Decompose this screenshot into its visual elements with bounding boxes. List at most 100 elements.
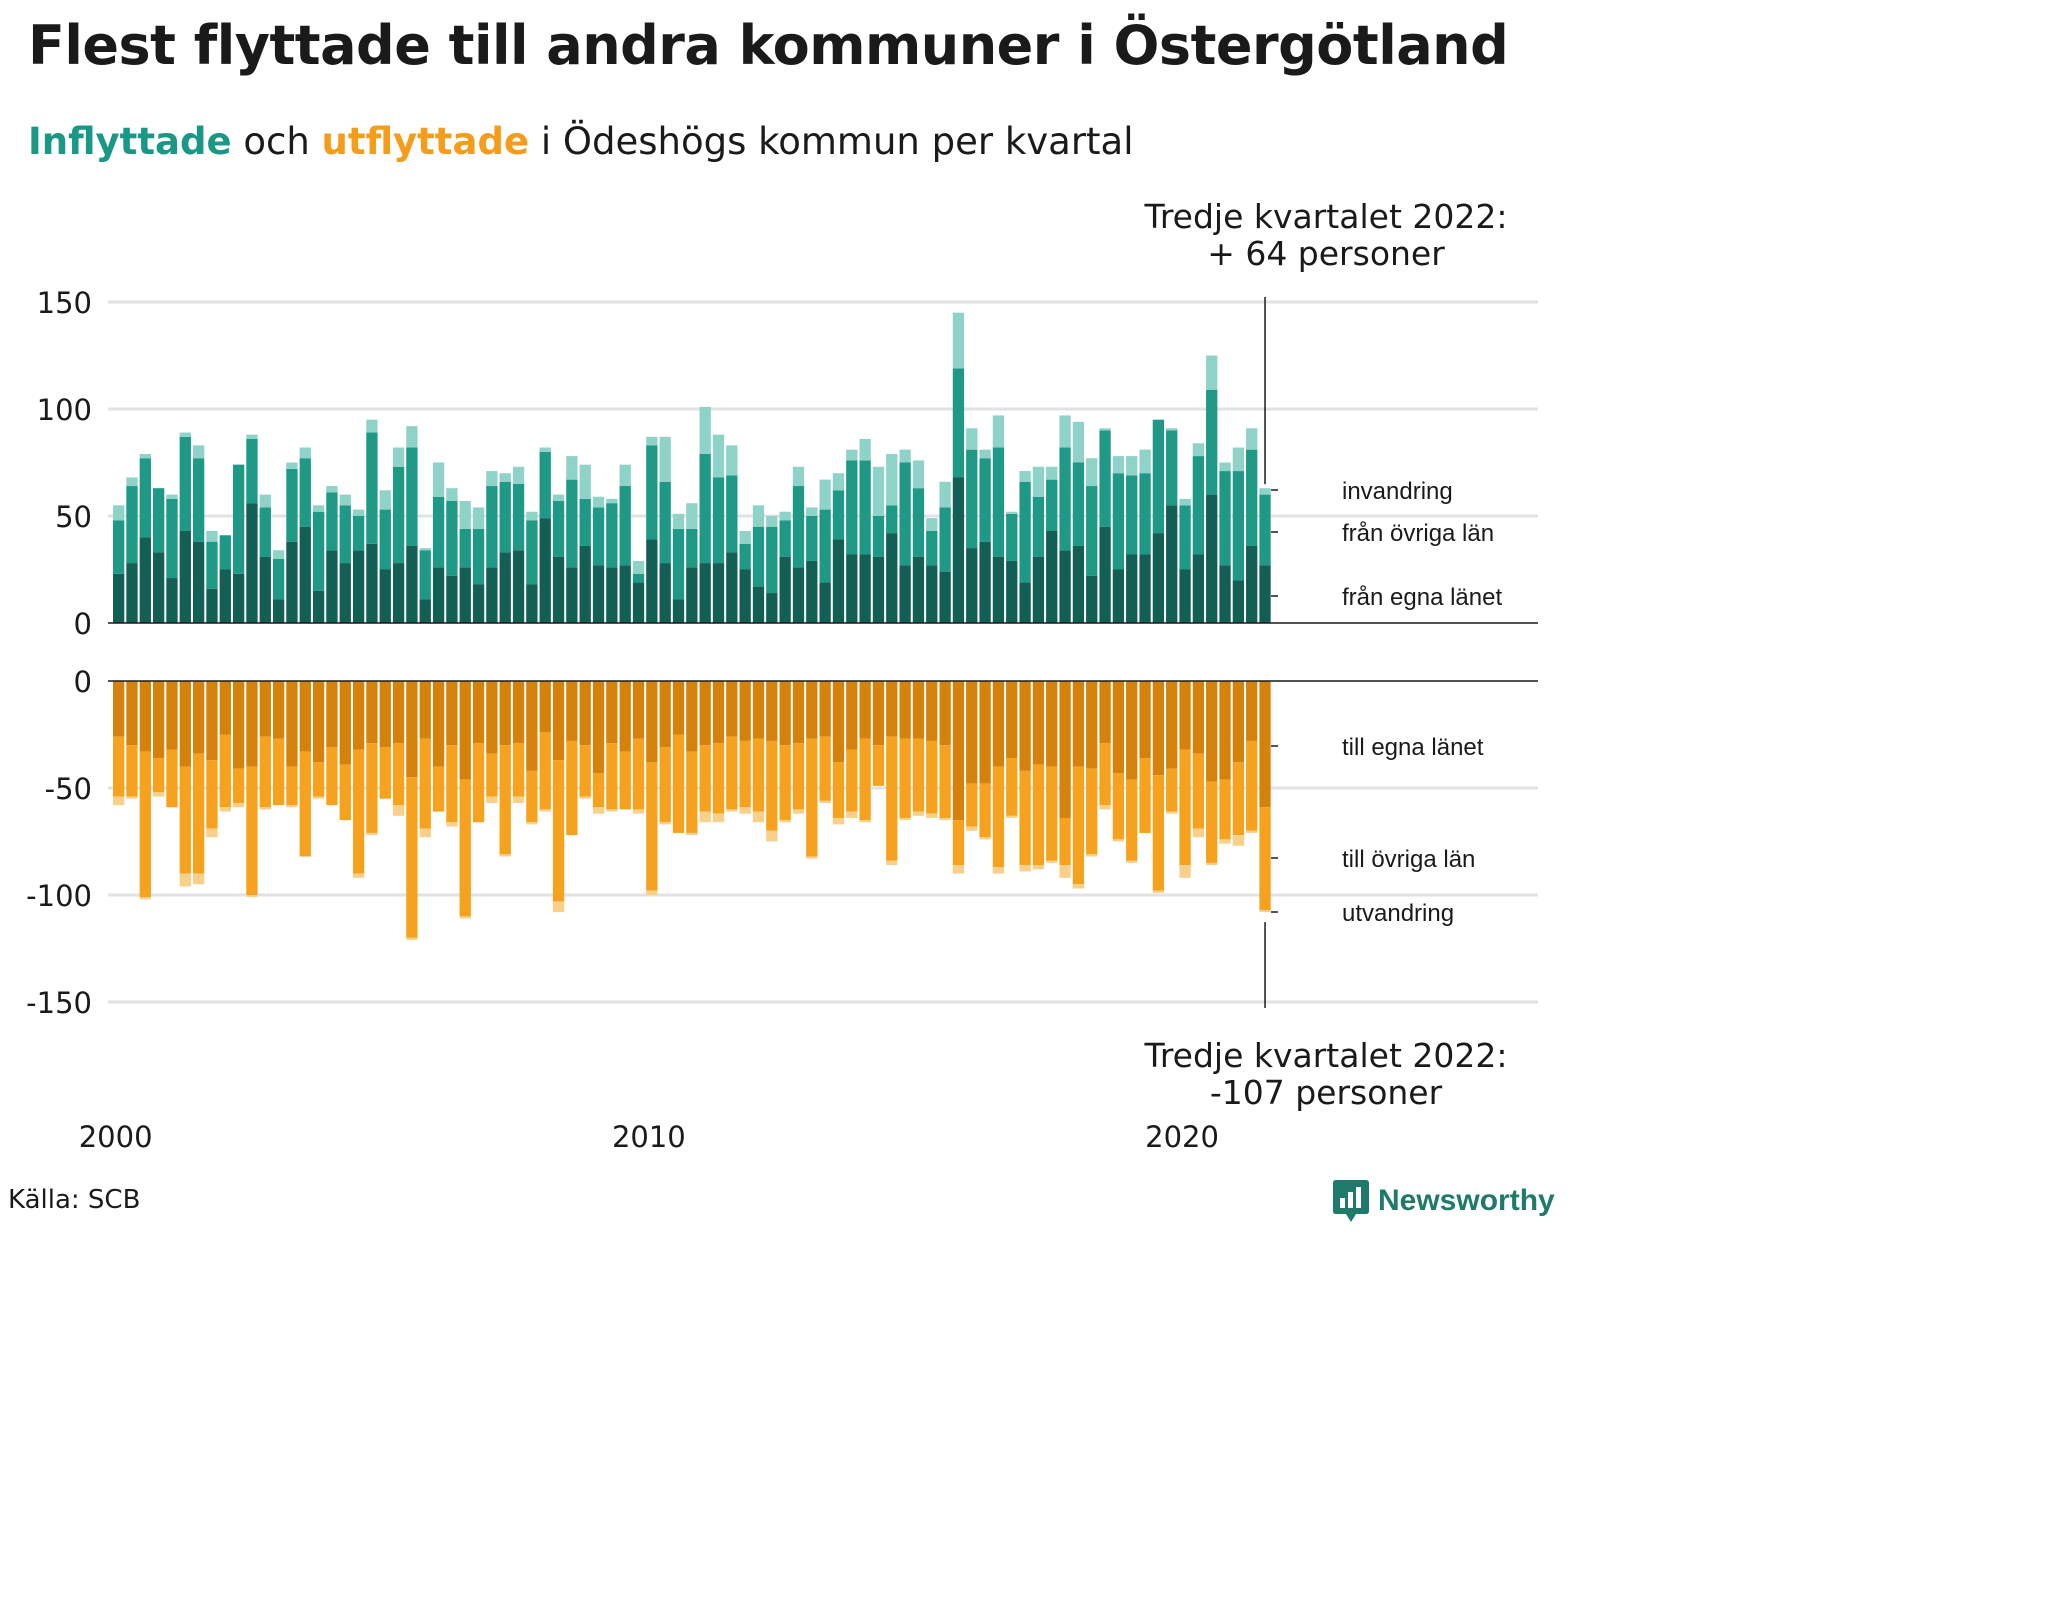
outflow-bar-segment <box>619 751 631 810</box>
inflow-bar-segment <box>432 567 445 623</box>
y-tick-label-outflow: -150 <box>26 986 92 1020</box>
annotation-top-line1: Tredje kvartalet 2022: <box>1144 197 1508 236</box>
inflow-bar-segment <box>966 548 978 623</box>
outflow-bar-segment <box>1246 830 1258 833</box>
inflow-bar-segment <box>712 563 725 623</box>
outflow-bar-segment <box>1032 865 1045 870</box>
inflow-bar-segment <box>126 477 138 487</box>
y-tick-label-inflow: 50 <box>55 500 92 534</box>
inflow-bar-segment <box>766 516 778 527</box>
inflow-bar-segment <box>1099 430 1111 527</box>
outflow-bar-segment <box>419 681 431 739</box>
y-tick-label-inflow: 100 <box>37 393 92 427</box>
inflow-bar-segment <box>619 486 631 566</box>
inflow-bar-segment <box>139 537 151 623</box>
outflow-bar-segment <box>1152 681 1165 776</box>
inflow-bar-segment <box>1139 449 1151 474</box>
inflow-bar-segment <box>566 567 578 623</box>
inflow-bar-segment <box>406 545 418 623</box>
inflow-bar-segment <box>246 434 258 439</box>
inflow-bar-segment <box>1232 580 1245 623</box>
inflow-bar-segment <box>526 511 538 521</box>
inflow-bar-segment <box>1166 505 1178 623</box>
inflow-bar-segment <box>1072 462 1085 546</box>
inflow-bar-segment <box>832 473 845 491</box>
inflow-bar-segment <box>552 556 565 623</box>
inflow-bar-segment <box>1246 449 1258 546</box>
inflow-bar-segment <box>179 436 191 531</box>
inflow-bar-segment <box>126 563 138 623</box>
inflow-bar-segment <box>752 526 765 587</box>
outflow-bar-segment <box>1259 807 1271 910</box>
inflow-bar-segment <box>592 507 605 566</box>
inflow-bar-segment <box>299 447 311 459</box>
inflow-bar-segment <box>832 539 845 623</box>
inflow-bar-segment <box>1259 488 1271 495</box>
inflow-bar-segment <box>1046 479 1058 531</box>
outflow-bar-segment <box>606 809 618 812</box>
inflow-bar-segment <box>526 584 538 623</box>
outflow-bar-segment <box>206 681 218 761</box>
outflow-bar-segment <box>459 681 471 780</box>
outflow-bar-segment <box>832 681 845 763</box>
inflow-bar-segment <box>672 599 685 623</box>
outflow-bar-segment <box>726 736 738 810</box>
outflow-bar-segment <box>1152 890 1165 893</box>
outflow-bar-segment <box>739 681 751 741</box>
outflow-bar-segment <box>659 681 671 748</box>
outflow-bar-segment <box>752 811 765 823</box>
outflow-bar-segment <box>1219 779 1231 840</box>
outflow-bar-segment <box>286 766 298 806</box>
outflow-bar-segment <box>766 681 778 741</box>
outflow-bar-segment <box>886 681 898 737</box>
outflow-bar-segment <box>1059 817 1071 866</box>
outflow-bar-segment <box>1139 758 1151 833</box>
inflow-bar-segment <box>1219 471 1231 566</box>
inflow-bar-segment <box>632 582 645 623</box>
inflow-bar-segment <box>819 479 831 510</box>
inflow-bar-segment <box>459 567 471 623</box>
outflow-bar-segment <box>379 681 391 748</box>
outflow-bar-segment <box>899 738 911 818</box>
chart-subtitle: Inflyttade och utflyttade i Ödeshögs kom… <box>28 120 1134 163</box>
annotation-top-line2: + 64 personer <box>1207 234 1445 273</box>
inflow-bar-segment <box>312 590 325 623</box>
inflow-bar-segment <box>352 516 365 551</box>
inflow-bar-segment <box>886 533 898 623</box>
newsworthy-logo[interactable]: Newsworthy <box>1332 1178 1555 1224</box>
outflow-bar-segment <box>406 937 418 940</box>
inflow-bar-segment <box>1099 526 1111 623</box>
outflow-bar-segment <box>726 809 738 812</box>
inflow-bar-segment <box>872 556 885 623</box>
outflow-bar-segment <box>139 751 151 898</box>
logo-text: Newsworthy <box>1378 1184 1555 1217</box>
inflow-bar-segment <box>392 563 405 623</box>
inflow-bar-segment <box>686 567 698 623</box>
inflow-bar-segment <box>1059 415 1071 448</box>
outflow-bar-segment <box>1206 681 1218 782</box>
outflow-bar-segment <box>806 738 818 857</box>
inflow-bar-segment <box>379 569 391 623</box>
inflow-bar-segment <box>526 520 538 585</box>
outflow-bar-segment <box>152 681 165 759</box>
outflow-bar-segment <box>286 681 298 767</box>
inflow-bar-segment <box>632 560 645 574</box>
bars <box>113 312 1271 940</box>
inflow-bar-segment <box>339 505 351 564</box>
outflow-bar-segment <box>846 681 858 750</box>
inflow-bar-segment <box>406 426 418 448</box>
outflow-bar-segment <box>792 743 805 810</box>
outflow-bar-segment <box>446 681 458 746</box>
subtitle-outflow-word: utflyttade <box>321 120 530 163</box>
series-label: från övriga län <box>1342 520 1494 547</box>
inflow-bar-segment <box>926 518 938 531</box>
inflow-bar-segment <box>1059 550 1071 623</box>
inflow-bar-segment <box>446 488 458 502</box>
outflow-bar-segment <box>312 681 325 763</box>
inflow-bar-segment <box>806 560 818 623</box>
outflow-bar-segment <box>352 749 365 874</box>
inflow-bar-segment <box>592 496 605 508</box>
outflow-bar-segment <box>1032 681 1045 765</box>
inflow-bar-segment <box>1046 466 1058 480</box>
outflow-bar-segment <box>1206 781 1218 863</box>
